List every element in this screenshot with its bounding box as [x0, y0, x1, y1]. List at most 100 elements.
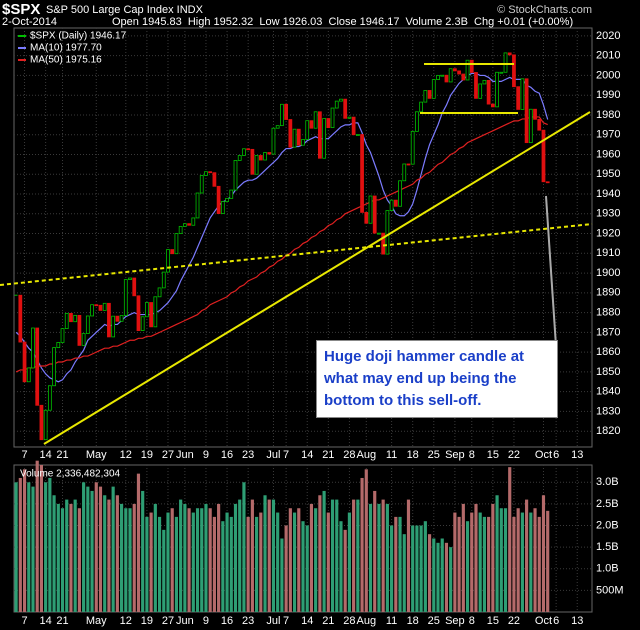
- source: © StockCharts.com: [497, 4, 592, 16]
- y-tick-label: 1840: [596, 386, 620, 398]
- y-tick-label: 2010: [596, 50, 620, 62]
- volume-bar: [419, 525, 423, 612]
- y-tick-label: 1940: [596, 188, 620, 200]
- volume-bar: [512, 516, 516, 612]
- volume-bar: [153, 503, 157, 612]
- candle: [140, 316, 145, 331]
- y-tick-label: 2.5B: [596, 498, 619, 510]
- volume-bar: [179, 499, 183, 612]
- candle: [136, 295, 141, 331]
- trend-line: [43, 111, 591, 445]
- x-tick-label: 27: [162, 449, 174, 461]
- candle: [292, 128, 297, 148]
- candle: [516, 86, 521, 110]
- volume-bar: [111, 486, 115, 612]
- candle: [453, 68, 457, 72]
- candle: [520, 78, 525, 110]
- x-tick-label: 28: [343, 615, 355, 627]
- candle: [465, 59, 470, 81]
- candle: [339, 98, 343, 102]
- x-tick-label: 7: [21, 615, 27, 627]
- volume-bar: [18, 477, 22, 612]
- volume-bar: [225, 512, 229, 612]
- volume-bar: [162, 529, 166, 612]
- candle: [545, 181, 550, 184]
- candle: [263, 152, 267, 161]
- volume-bar: [394, 516, 398, 612]
- x-tick-label: Aug: [356, 615, 376, 627]
- y-tick-label: 2.0B: [596, 519, 619, 531]
- annotation: Huge doji hammer candle at what may end …: [316, 340, 558, 418]
- y-tick-label: 3.0B: [596, 476, 619, 488]
- candle: [423, 90, 428, 103]
- candle: [191, 217, 196, 226]
- volume-bar: [478, 512, 482, 612]
- volume-bar: [444, 542, 449, 612]
- volume-bar: [141, 490, 145, 612]
- volume-bar: [453, 512, 457, 612]
- candle: [360, 134, 364, 213]
- candle: [351, 116, 356, 136]
- candle: [347, 116, 352, 119]
- volume-bar: [221, 521, 225, 612]
- y-tick-label: 1960: [596, 148, 620, 160]
- y-tick-label: 1.0B: [596, 563, 619, 575]
- candle: [94, 304, 99, 307]
- volume-bar: [335, 499, 339, 612]
- x-tick-label: 25: [428, 449, 440, 461]
- x-tick-label: 7: [283, 449, 289, 461]
- x-tick-label: Sep: [445, 615, 465, 627]
- chart-title: S&P 500 Large Cap Index INDX: [46, 4, 204, 16]
- volume-bar: [39, 465, 44, 612]
- candle: [170, 249, 175, 255]
- candle: [229, 189, 234, 199]
- volume-bar: [482, 516, 486, 612]
- y-tick-label: 1930: [596, 208, 620, 220]
- x-tick-label: Aug: [356, 449, 376, 461]
- candle: [364, 211, 369, 224]
- candle: [178, 226, 183, 234]
- y-tick-label: 1910: [596, 247, 620, 259]
- candle: [271, 127, 276, 155]
- candle: [119, 315, 124, 322]
- volume-bar: [415, 525, 419, 612]
- volume-bar: [174, 516, 179, 612]
- volume-bar: [187, 508, 191, 612]
- x-tick-label: 7: [283, 615, 289, 627]
- volume-bar: [314, 508, 318, 612]
- volume-bar: [398, 516, 402, 612]
- candle: [402, 163, 407, 182]
- x-tick-label: 22: [508, 615, 520, 627]
- volume-bar: [432, 538, 436, 612]
- volume-bar: [322, 490, 326, 612]
- candle: [355, 134, 360, 136]
- volume-bar: [48, 477, 52, 612]
- quote: Open 1945.83 High 1952.32 Low 1926.03 Cl…: [112, 16, 573, 28]
- volume-bar: [474, 503, 478, 612]
- candle: [35, 327, 40, 406]
- candle: [431, 79, 436, 99]
- candle: [157, 287, 162, 298]
- volume-bar: [377, 503, 381, 612]
- volume-bar: [263, 495, 267, 612]
- volume-bar: [238, 499, 242, 612]
- candle: [166, 249, 170, 273]
- volume-bar: [292, 512, 297, 612]
- candle: [149, 302, 153, 328]
- candle: [98, 304, 103, 311]
- volume-bar: [166, 512, 170, 612]
- y-tick-label: 1900: [596, 267, 620, 279]
- volume-bar: [233, 503, 238, 612]
- candle: [343, 98, 348, 119]
- volume-bar: [145, 516, 149, 612]
- candle: [52, 347, 56, 387]
- symbol: $SPX: [2, 1, 40, 18]
- x-tick-label: 21: [56, 449, 68, 461]
- legend-label: $SPX (Daily) 1946.17: [30, 31, 127, 42]
- candle: [512, 54, 516, 88]
- volume-bar: [520, 512, 524, 612]
- candle: [495, 71, 499, 108]
- x-tick-label: 9: [203, 449, 209, 461]
- candle: [381, 232, 386, 255]
- x-tick-label: 14: [40, 449, 52, 461]
